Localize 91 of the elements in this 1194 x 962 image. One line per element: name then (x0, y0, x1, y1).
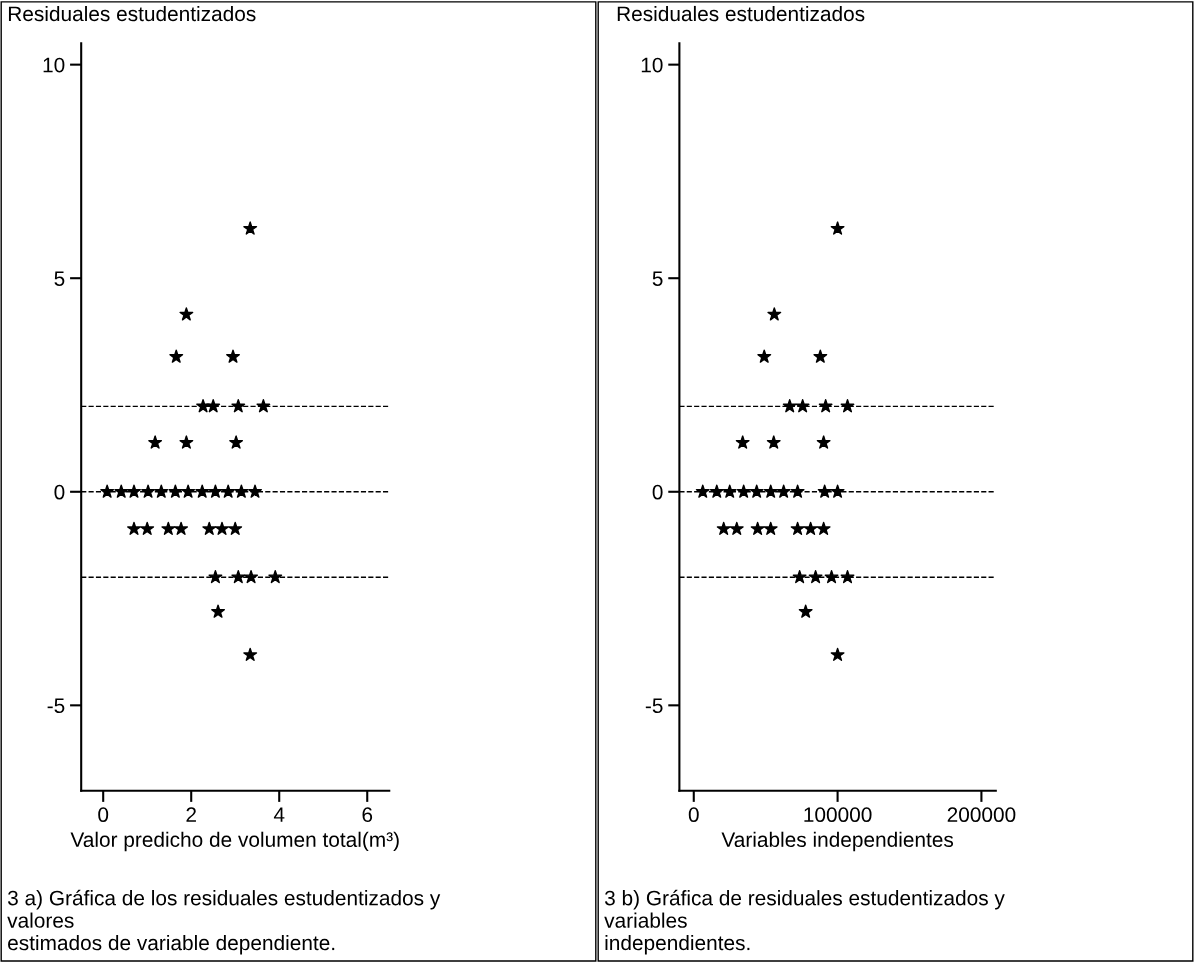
point (215, 521, 229, 535)
point (813, 349, 828, 363)
x-tick-label: 200000 (947, 807, 1016, 823)
point (790, 484, 805, 498)
point (234, 484, 249, 498)
point (816, 435, 831, 449)
point (735, 435, 750, 449)
point (818, 399, 833, 413)
point (798, 604, 813, 618)
point (179, 435, 194, 449)
point (776, 484, 791, 498)
point (268, 569, 283, 584)
x-tick-label: 4 (273, 807, 285, 822)
point (221, 484, 236, 498)
point (228, 521, 243, 535)
point (168, 484, 183, 498)
y-tick-label: 10 (43, 57, 65, 73)
point (231, 399, 246, 413)
point (750, 521, 765, 535)
y-tick-label: -5 (47, 698, 65, 714)
point (816, 521, 831, 535)
point (100, 484, 115, 498)
point (795, 399, 810, 413)
point (196, 399, 211, 413)
point (243, 647, 258, 661)
point (817, 484, 832, 498)
point (244, 569, 259, 584)
point (830, 221, 845, 235)
x-tick-label: 0 (688, 807, 699, 823)
point (824, 569, 839, 584)
text: 3 a) Gráfica de los residuales estudentizados y valores estimados de variable dependiente. (7, 889, 441, 955)
x-tick-label: 100000 (804, 807, 872, 823)
point (840, 569, 855, 584)
x-axis-title: Variables independientes (721, 831, 954, 852)
point (161, 521, 176, 535)
y-tick-label: 0 (54, 484, 65, 500)
point (195, 484, 210, 498)
point (736, 484, 751, 498)
point (211, 604, 226, 618)
point (792, 569, 807, 584)
point (782, 399, 797, 413)
point (840, 399, 855, 413)
point (722, 484, 737, 498)
point (243, 221, 258, 235)
y-tick-label: 0 (652, 484, 663, 500)
point (803, 521, 818, 535)
point (140, 521, 155, 535)
point (716, 521, 731, 535)
x-tick-label: 6 (362, 807, 373, 823)
point (763, 521, 778, 535)
point (206, 399, 221, 413)
point (127, 521, 141, 535)
point (208, 484, 223, 498)
point (790, 521, 805, 535)
point (248, 484, 262, 498)
point (256, 399, 271, 413)
point (202, 521, 217, 535)
point (229, 435, 244, 449)
point (830, 484, 845, 498)
point (808, 569, 823, 584)
x-tick-label: 0 (98, 807, 109, 823)
point (763, 484, 778, 498)
point (729, 521, 744, 535)
point (174, 521, 189, 535)
point (114, 484, 129, 498)
y-axis-title: Residuales estudentizados (617, 5, 865, 22)
y-axis-title: Residuales estudentizados (8, 5, 256, 22)
x-tick-label: 2 (186, 807, 196, 822)
point (709, 484, 724, 498)
point (231, 569, 246, 584)
point (179, 307, 194, 321)
point (226, 349, 240, 363)
point (141, 484, 156, 498)
x-axis-title: Valor predicho de volumen total(m³) (70, 831, 399, 852)
y-tick-label: 10 (641, 57, 663, 73)
text: 3 b) Gráfica de residuales estudentizados y variables independientes. (604, 889, 1005, 955)
y-tick-label: 5 (54, 271, 65, 286)
point (749, 484, 764, 498)
point (154, 484, 169, 498)
point (830, 647, 845, 661)
y-tick-label: -5 (645, 698, 663, 714)
point (208, 569, 223, 584)
point (181, 484, 196, 498)
point (127, 484, 141, 498)
point (169, 349, 184, 363)
point (766, 435, 781, 449)
point (695, 484, 710, 498)
point (148, 435, 163, 449)
point (767, 307, 782, 321)
point (757, 349, 772, 363)
y-tick-label: 5 (652, 271, 663, 286)
